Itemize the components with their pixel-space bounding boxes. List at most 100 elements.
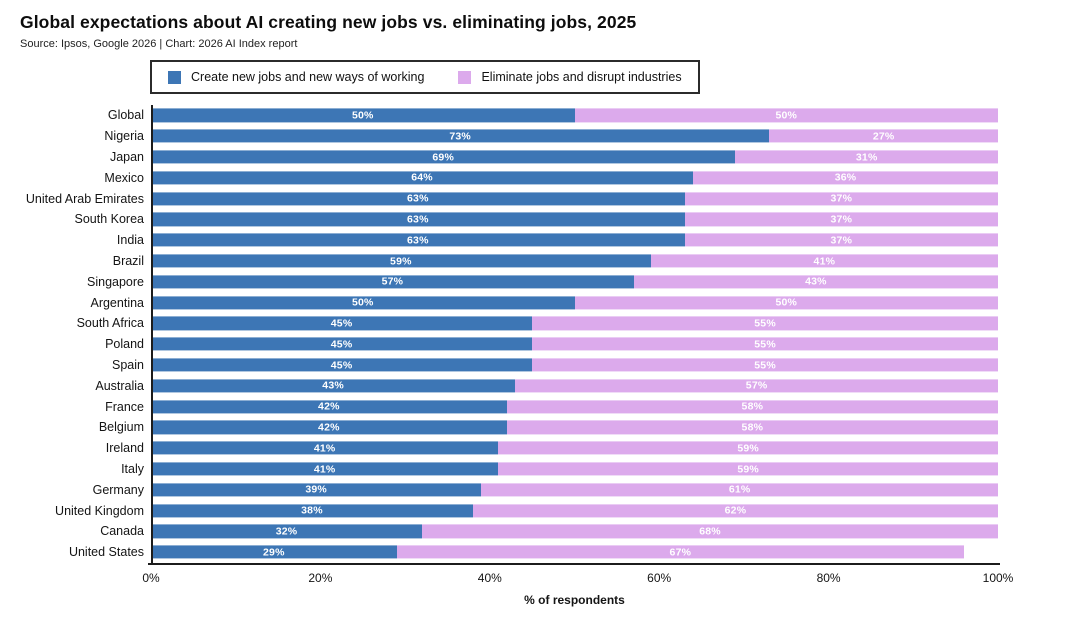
- category-label: Singapore: [87, 274, 144, 289]
- x-tick-label: 60%: [647, 570, 672, 585]
- bar-track: 45% 55%: [151, 355, 998, 376]
- chart-row: United Kingdom 38% 62%: [0, 500, 1000, 521]
- category-label: South Africa: [76, 316, 144, 331]
- legend-item-create: Create new jobs and new ways of working: [168, 70, 424, 84]
- chart-row: Argentina 50% 50%: [0, 292, 1000, 313]
- bar-track: 43% 57%: [151, 375, 998, 396]
- category-label: Germany: [92, 482, 144, 497]
- bar-segment-eliminate: 67%: [396, 545, 965, 559]
- bar-track: 39% 61%: [151, 479, 998, 500]
- chart-row: Ireland 41% 59%: [0, 438, 1000, 459]
- bar-value-label: 45%: [330, 358, 353, 371]
- x-tick-label: 40%: [477, 570, 502, 585]
- bar-value-label: 67%: [669, 546, 692, 559]
- bar-value-label: 59%: [390, 254, 412, 267]
- bar-value-label: 38%: [301, 504, 323, 517]
- bar-segment-eliminate: 59%: [498, 441, 998, 455]
- bar-value-label: 42%: [318, 400, 340, 413]
- x-axis-line: [148, 562, 1000, 566]
- bar-segment-create: 57%: [151, 275, 634, 289]
- bar-track: 45% 55%: [151, 313, 998, 334]
- bar-segment-create: 41%: [151, 462, 499, 476]
- bar-segment-create: 63%: [151, 191, 685, 206]
- bar-segment-create: 63%: [151, 233, 685, 247]
- chart-row: Spain 45% 55%: [0, 355, 1000, 376]
- bar-segment-create: 42%: [151, 420, 507, 434]
- bar-value-label: 41%: [313, 442, 336, 455]
- bar-value-label: 37%: [830, 234, 853, 247]
- bar-value-label: 31%: [855, 150, 878, 163]
- bar-segment-create: 45%: [151, 337, 533, 351]
- category-label: United Kingdom: [55, 503, 144, 518]
- chart-row: Poland 45% 55%: [0, 334, 1000, 355]
- bar-track: 50% 50%: [151, 105, 998, 126]
- chart-row: Singapore 57% 43%: [0, 271, 1000, 292]
- chart-row: South Africa 45% 55%: [0, 313, 1000, 334]
- bar-segment-create: 39%: [151, 483, 482, 497]
- category-label: Brazil: [112, 253, 144, 268]
- bar-value-label: 50%: [351, 296, 374, 309]
- bar-value-label: 64%: [411, 171, 433, 184]
- chart-row: Germany 39% 61%: [0, 479, 1000, 500]
- legend-swatch-create-icon: [168, 70, 181, 84]
- bar-segment-create: 63%: [151, 212, 685, 226]
- bar-segment-eliminate: 68%: [422, 524, 998, 538]
- chart-row: Italy 41% 59%: [0, 459, 1000, 480]
- bar-value-label: 69%: [432, 150, 455, 163]
- bar-segment-eliminate: 37%: [684, 212, 998, 226]
- bar-value-label: 37%: [830, 192, 853, 205]
- category-label: France: [105, 399, 144, 414]
- category-label: India: [116, 233, 144, 248]
- chart-row: South Korea 63% 37%: [0, 209, 1000, 230]
- bar-value-label: 43%: [805, 275, 827, 288]
- bar-value-label: 42%: [318, 421, 340, 434]
- x-tick-label: 80%: [816, 570, 841, 585]
- chart-source: Source: Ipsos, Google 2026 | Chart: 2026…: [20, 38, 298, 50]
- legend-label-create: Create new jobs and new ways of working: [191, 70, 425, 84]
- bar-track: 64% 36%: [151, 167, 998, 188]
- bar-segment-create: 41%: [151, 441, 499, 455]
- bar-segment-eliminate: 37%: [684, 191, 998, 206]
- bar-track: 32% 68%: [151, 521, 998, 542]
- x-axis-title: % of respondents: [524, 592, 625, 607]
- y-axis-line: [151, 105, 153, 565]
- bar-track: 45% 55%: [151, 334, 998, 355]
- bar-segment-eliminate: 62%: [472, 503, 998, 518]
- bar-segment-eliminate: 57%: [515, 379, 998, 393]
- bar-value-label: 50%: [775, 109, 798, 122]
- bar-segment-create: 73%: [151, 129, 770, 143]
- bar-track: 42% 58%: [151, 396, 998, 417]
- bar-value-label: 58%: [741, 400, 764, 413]
- bar-segment-create: 50%: [151, 108, 575, 122]
- bar-segment-create: 69%: [151, 150, 736, 164]
- chart-row: France 42% 58%: [0, 396, 1000, 417]
- bar-segment-create: 32%: [151, 524, 423, 538]
- bar-value-label: 57%: [745, 379, 768, 392]
- bar-track: 63% 37%: [151, 230, 998, 251]
- bar-segment-eliminate: 27%: [769, 129, 998, 143]
- chart-row: Mexico 64% 36%: [0, 167, 1000, 188]
- category-label: Global: [107, 108, 144, 123]
- bar-segment-create: 64%: [151, 171, 694, 185]
- category-label: Ireland: [105, 441, 144, 456]
- bar-track: 50% 50%: [151, 292, 998, 313]
- bar-track: 29% 67%: [151, 542, 998, 563]
- bar-value-label: 57%: [381, 275, 404, 288]
- bar-segment-eliminate: 41%: [650, 254, 998, 268]
- bar-value-label: 55%: [754, 317, 776, 330]
- bar-value-label: 36%: [834, 171, 857, 184]
- bar-value-label: 43%: [322, 379, 344, 392]
- bar-value-label: 58%: [741, 421, 764, 434]
- x-tick-label: 20%: [308, 570, 333, 585]
- category-label: Belgium: [98, 420, 144, 435]
- bar-segment-create: 45%: [151, 316, 533, 330]
- chart-row: Japan 69% 31%: [0, 147, 1000, 168]
- bar-track: 63% 37%: [151, 209, 998, 230]
- bar-segment-create: 43%: [151, 379, 516, 393]
- bar-value-label: 59%: [737, 442, 759, 455]
- bar-value-label: 45%: [330, 338, 353, 351]
- bar-segment-eliminate: 58%: [506, 420, 998, 434]
- bar-segment-eliminate: 55%: [532, 316, 998, 330]
- bar-value-label: 63%: [406, 192, 429, 205]
